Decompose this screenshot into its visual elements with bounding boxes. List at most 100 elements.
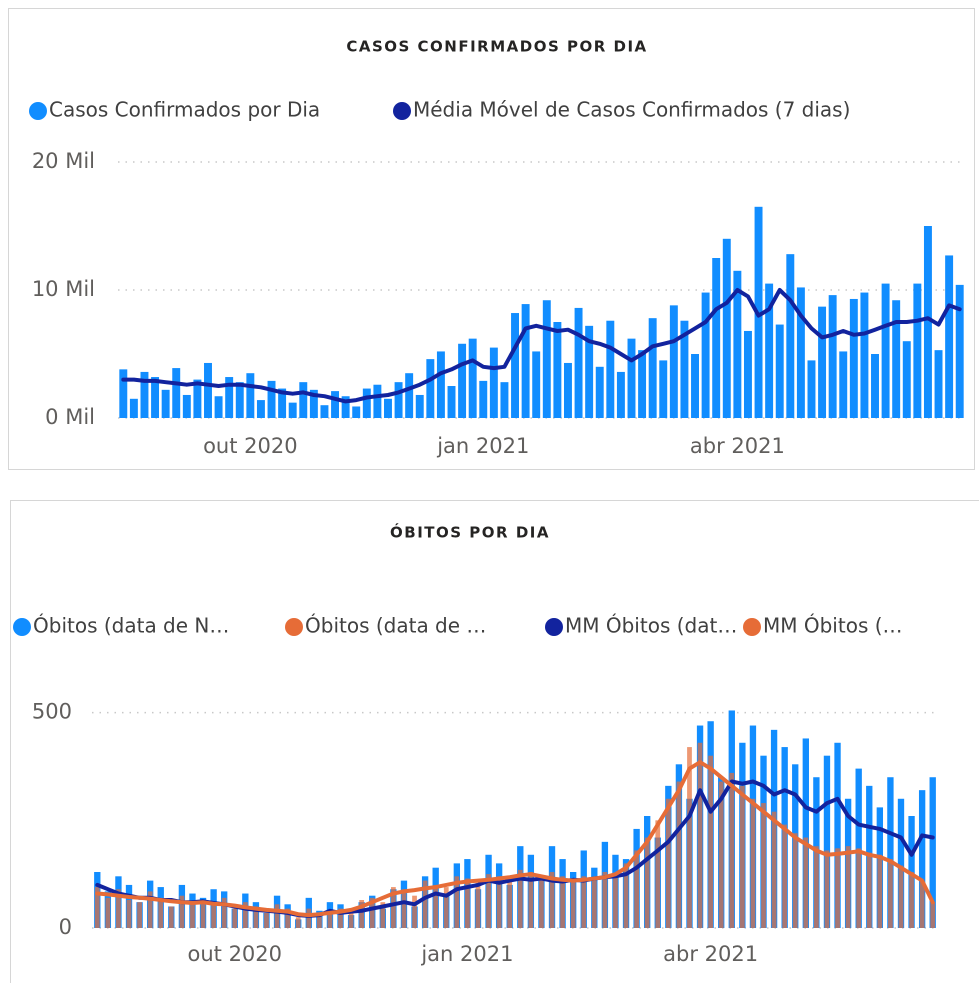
bar bbox=[119, 369, 128, 418]
bar bbox=[316, 915, 322, 928]
bar bbox=[511, 313, 520, 418]
legend-label: Média Móvel de Casos Confirmados (7 dias… bbox=[413, 98, 850, 122]
legend-marker bbox=[29, 102, 47, 120]
bar bbox=[426, 359, 435, 418]
bar bbox=[140, 371, 149, 418]
bar bbox=[782, 824, 788, 928]
bar bbox=[581, 876, 587, 928]
bar bbox=[182, 394, 191, 418]
bar bbox=[835, 848, 840, 928]
bar bbox=[918, 790, 926, 928]
bar bbox=[116, 889, 121, 928]
bar bbox=[331, 391, 340, 418]
bar bbox=[733, 270, 742, 418]
bar bbox=[415, 394, 424, 418]
chart-title: ÓBITOS POR DIA bbox=[390, 523, 550, 542]
bar bbox=[507, 880, 513, 928]
bar bbox=[860, 292, 869, 418]
x-tick-label: jan 2021 bbox=[420, 942, 513, 966]
bar bbox=[253, 906, 259, 928]
bar bbox=[560, 876, 565, 928]
bar bbox=[489, 347, 498, 418]
bar bbox=[320, 405, 329, 418]
bar bbox=[299, 382, 308, 418]
bar bbox=[232, 908, 238, 928]
bar bbox=[823, 755, 831, 928]
bar bbox=[405, 373, 414, 418]
bar bbox=[887, 777, 894, 928]
bar bbox=[105, 897, 111, 928]
bar bbox=[158, 897, 164, 928]
bar bbox=[638, 350, 647, 418]
legend-label: MM Óbitos (… bbox=[763, 614, 903, 638]
bar bbox=[422, 880, 428, 928]
bar bbox=[278, 388, 287, 418]
x-tick-label: abr 2021 bbox=[690, 434, 785, 458]
bar bbox=[539, 878, 544, 928]
bar bbox=[532, 351, 541, 418]
bar bbox=[708, 755, 714, 928]
bar bbox=[892, 300, 901, 418]
bar bbox=[930, 902, 936, 928]
bar bbox=[881, 283, 890, 418]
bar bbox=[729, 772, 735, 928]
bar bbox=[288, 402, 297, 418]
bar bbox=[306, 908, 312, 928]
bar bbox=[570, 880, 576, 928]
bar bbox=[665, 798, 671, 928]
bar bbox=[256, 400, 265, 418]
bar bbox=[221, 897, 227, 928]
bar bbox=[913, 283, 922, 418]
bar bbox=[242, 902, 248, 928]
y-tick-label: 10 Mil bbox=[32, 277, 95, 301]
bar bbox=[934, 350, 943, 418]
bar bbox=[888, 859, 893, 928]
bar bbox=[802, 738, 809, 928]
bar bbox=[902, 341, 911, 418]
legend-label: Casos Confirmados por Dia bbox=[49, 98, 320, 122]
bar bbox=[718, 781, 724, 928]
bar bbox=[348, 912, 354, 928]
bar bbox=[849, 298, 858, 418]
bar bbox=[235, 382, 244, 418]
bar bbox=[897, 798, 905, 928]
bar bbox=[613, 874, 618, 928]
bar bbox=[352, 406, 361, 418]
bar bbox=[338, 908, 343, 928]
bar bbox=[659, 360, 668, 418]
bar bbox=[712, 258, 721, 418]
bar bbox=[898, 865, 904, 928]
bar bbox=[834, 742, 841, 928]
bar bbox=[839, 351, 848, 418]
bar bbox=[877, 854, 883, 928]
line bbox=[95, 760, 935, 918]
bar bbox=[225, 377, 234, 418]
bar bbox=[955, 284, 964, 418]
bar bbox=[528, 872, 534, 928]
y-tick-label: 0 bbox=[59, 915, 72, 939]
bar bbox=[786, 254, 795, 418]
bar bbox=[845, 846, 851, 928]
bar bbox=[775, 324, 784, 418]
bar bbox=[384, 398, 392, 418]
bar bbox=[369, 897, 375, 928]
x-tick-label: out 2020 bbox=[188, 942, 283, 966]
bar bbox=[200, 900, 206, 928]
bar bbox=[627, 338, 636, 418]
bar bbox=[722, 238, 731, 418]
bar bbox=[468, 338, 477, 418]
bar bbox=[126, 900, 132, 928]
bar bbox=[500, 382, 509, 418]
bar bbox=[602, 872, 608, 928]
legend-marker bbox=[285, 618, 303, 636]
chart-title: CASOS CONFIRMADOS POR DIA bbox=[346, 38, 647, 56]
bar bbox=[792, 833, 798, 928]
bar bbox=[190, 904, 195, 928]
bar bbox=[669, 305, 678, 418]
bar bbox=[168, 906, 174, 928]
bar bbox=[750, 798, 756, 928]
bar bbox=[137, 902, 142, 928]
bar bbox=[147, 891, 153, 928]
legend-label: MM Óbitos (dat… bbox=[565, 614, 737, 638]
